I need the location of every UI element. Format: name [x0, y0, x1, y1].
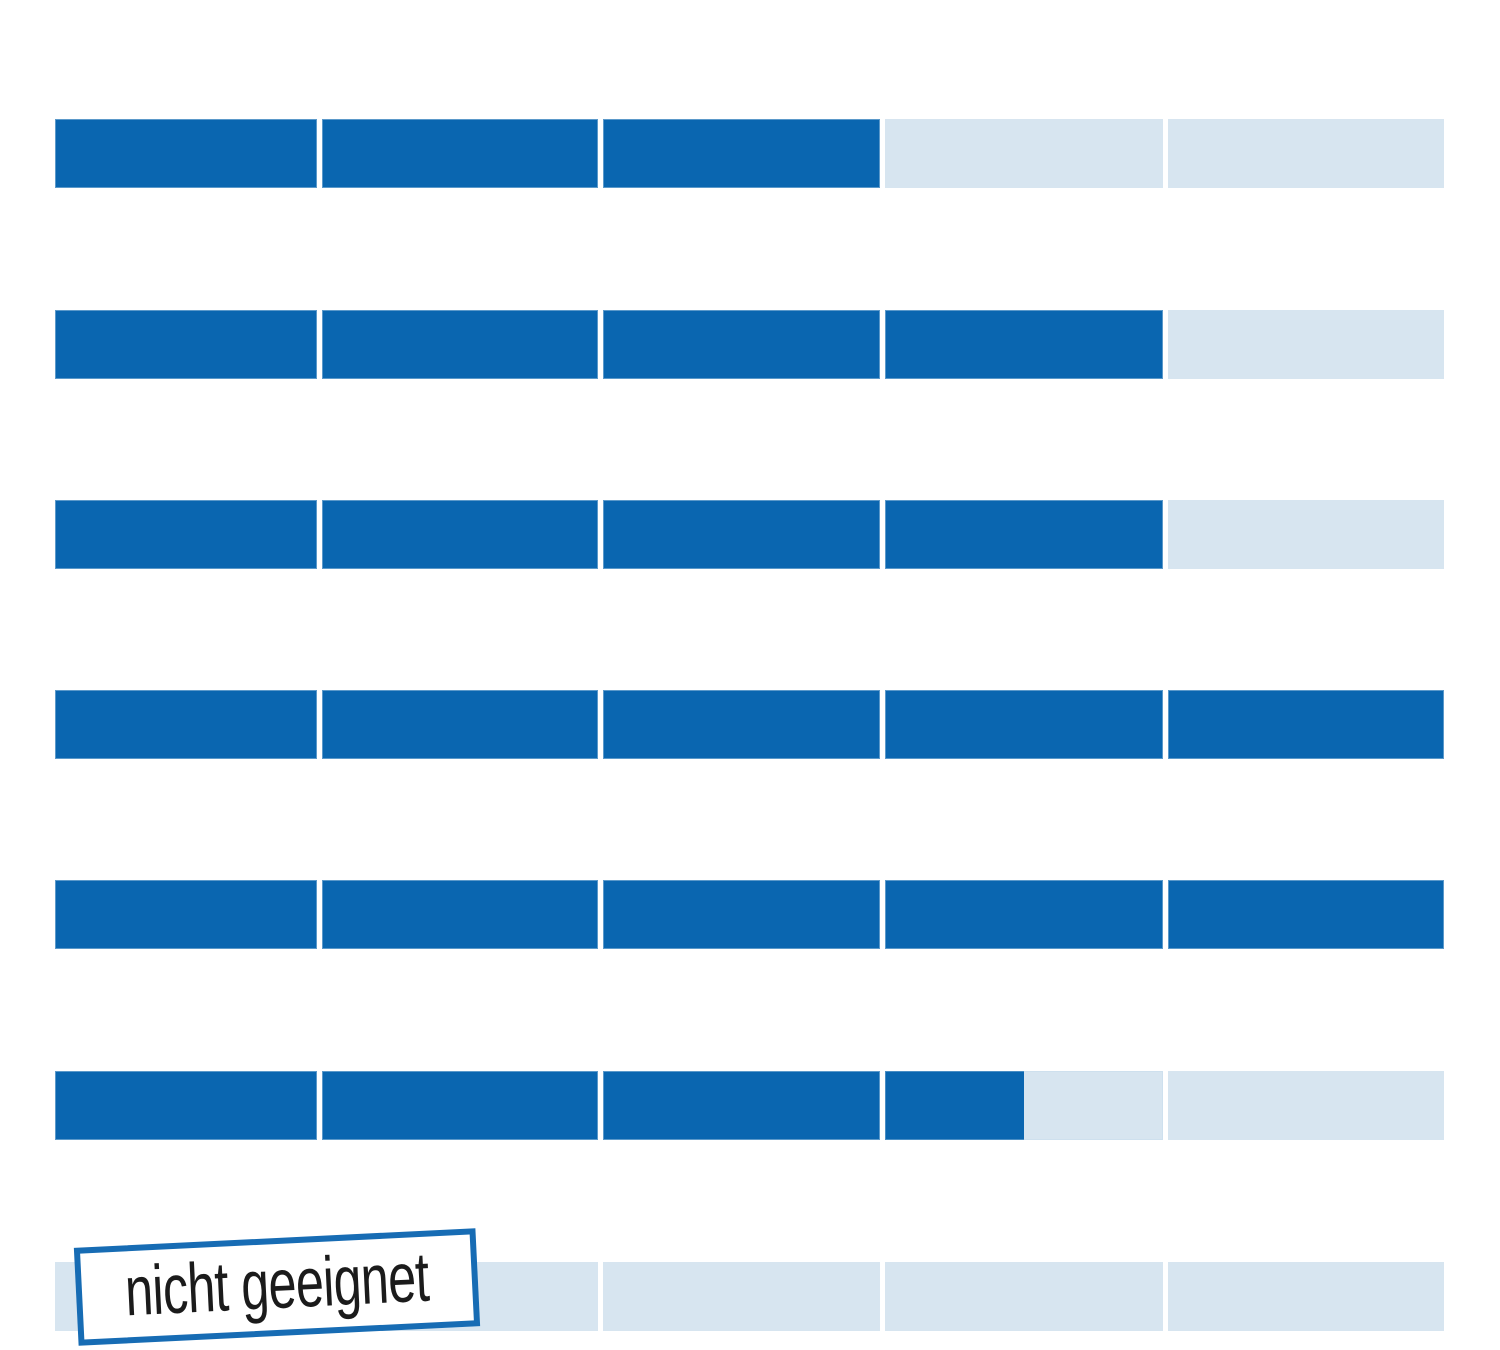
rating-segment	[603, 880, 880, 949]
rating-segment	[603, 1262, 880, 1331]
rating-segment	[1168, 690, 1444, 759]
rating-segment	[885, 690, 1163, 759]
rating-segment	[1168, 1262, 1444, 1331]
rating-segment	[322, 119, 598, 188]
rating-segment	[55, 690, 317, 759]
rating-segment	[885, 310, 1163, 379]
rating-segment	[1168, 500, 1444, 569]
rating-segment	[55, 1071, 317, 1140]
rating-segment	[603, 1071, 880, 1140]
stamp-label: nicht geeignet	[123, 1237, 431, 1331]
rating-row	[55, 500, 1444, 569]
rating-segment	[885, 119, 1163, 188]
rating-row	[55, 1071, 1444, 1140]
rating-segment	[322, 500, 598, 569]
rating-segment	[322, 1071, 598, 1140]
rating-segment	[885, 1262, 1163, 1331]
rating-segment	[322, 310, 598, 379]
rating-segment	[322, 690, 598, 759]
rating-segment	[603, 119, 880, 188]
rating-segment	[1168, 310, 1444, 379]
rating-segment	[1168, 880, 1444, 949]
rating-row	[55, 880, 1444, 949]
rating-segment	[603, 310, 880, 379]
rating-row	[55, 690, 1444, 759]
rating-segment	[885, 1071, 1163, 1140]
rating-segment	[55, 119, 317, 188]
rating-segment	[55, 880, 317, 949]
rating-segment	[885, 880, 1163, 949]
rating-segment	[322, 880, 598, 949]
rating-segment	[1168, 119, 1444, 188]
rating-segment	[885, 500, 1163, 569]
rating-segment	[55, 310, 317, 379]
rating-segment	[1168, 1071, 1444, 1140]
rating-row	[55, 310, 1444, 379]
rating-row	[55, 119, 1444, 188]
rating-segment	[603, 690, 880, 759]
nicht-geeignet-stamp: nicht geeignet	[73, 1228, 481, 1346]
rating-segment	[55, 500, 317, 569]
rating-segment	[603, 500, 880, 569]
